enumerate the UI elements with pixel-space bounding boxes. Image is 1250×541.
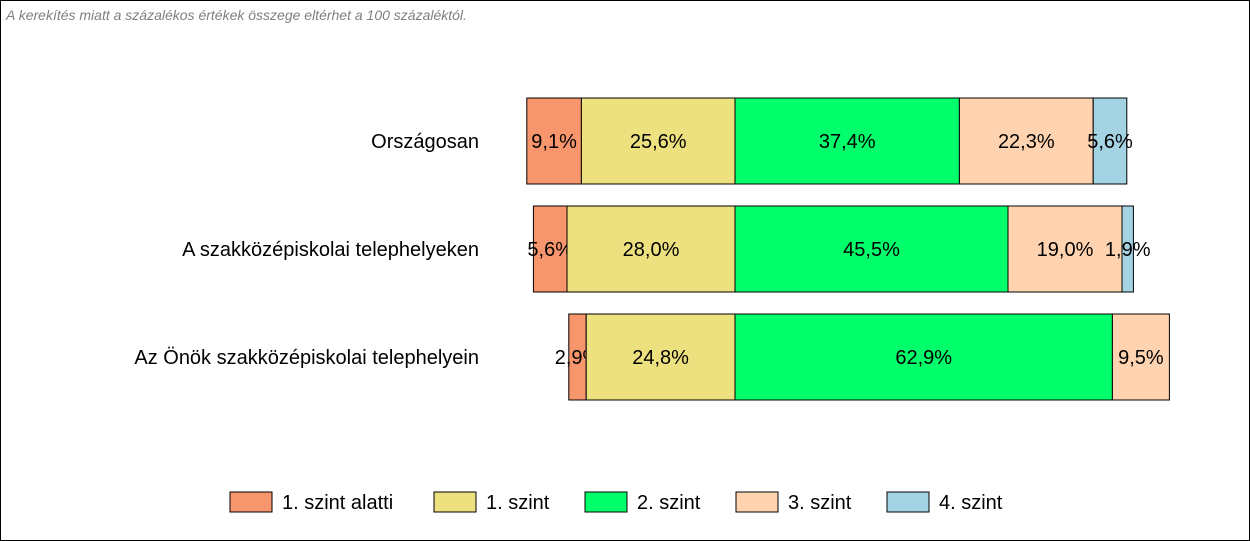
data-label: 22,3% xyxy=(998,131,1055,153)
data-label: 25,6% xyxy=(630,131,687,153)
category-label: Az Önök szakközépiskolai telephelyein xyxy=(134,347,479,369)
bar-segment xyxy=(1007,205,1123,293)
data-label: 28,0% xyxy=(623,239,680,261)
rounding-note: A kerekítés miatt a százalékos értékek ö… xyxy=(6,7,467,23)
bar-segment xyxy=(566,205,736,293)
data-label: 24,8% xyxy=(632,347,689,369)
legend-label: 2. szint xyxy=(637,492,701,514)
data-label: 62,9% xyxy=(895,347,952,369)
legend-label: 3. szint xyxy=(788,492,852,514)
category-label: Országosan xyxy=(371,131,479,153)
data-label: 37,4% xyxy=(819,131,876,153)
legend-label: 4. szint xyxy=(939,492,1003,514)
legend-swatch xyxy=(229,491,273,513)
legend-swatch xyxy=(584,491,628,513)
bar-segment xyxy=(580,97,736,185)
legend-swatch xyxy=(735,491,779,513)
data-label: 9,5% xyxy=(1118,347,1164,369)
data-label: 5,6% xyxy=(527,239,573,261)
bar-segment xyxy=(532,205,568,293)
legend-swatch xyxy=(433,491,477,513)
bar-segment xyxy=(734,313,1113,401)
bars-group: Országosan 9,1% 25,6% 37,4% 22,3% 5,6% A szakk… xyxy=(134,97,1170,401)
bar-segment xyxy=(1111,313,1170,401)
legend-label: 1. szint alatti xyxy=(282,492,393,514)
bar-segment xyxy=(734,205,1009,293)
data-label: 45,5% xyxy=(843,239,900,261)
legend-label: 1. szint xyxy=(486,492,550,514)
legend-swatch xyxy=(886,491,930,513)
data-label: 5,6% xyxy=(1087,131,1133,153)
bar-segment xyxy=(958,97,1094,185)
category-label: A szakközépiskolai telephelyeken xyxy=(182,239,479,261)
data-label: 1,9% xyxy=(1105,239,1151,261)
bar-segment xyxy=(1121,205,1134,293)
legend: 1. szint alatti 1. szint 2. szint 3. szint 4… xyxy=(229,491,1003,514)
data-label: 19,0% xyxy=(1037,239,1094,261)
data-label: 9,1% xyxy=(531,131,577,153)
bar-segment xyxy=(1092,97,1128,185)
